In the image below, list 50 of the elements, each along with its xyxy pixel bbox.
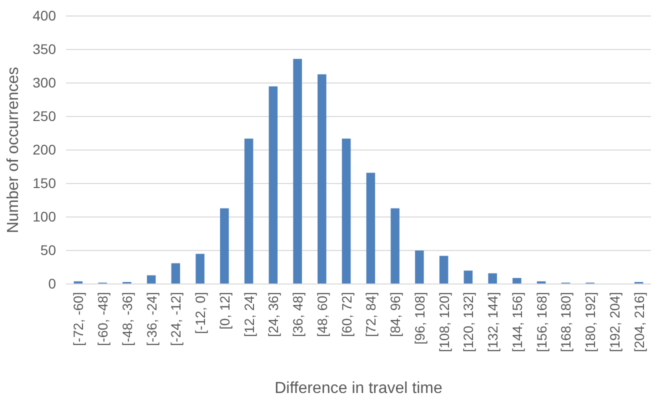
x-tick-label: [204, 216] (632, 292, 647, 352)
bar (196, 254, 204, 284)
bar (342, 138, 351, 284)
x-tick-label: [72, 84] (364, 292, 379, 338)
y-tick-label: 150 (32, 174, 56, 191)
bar (390, 208, 400, 284)
bar (464, 270, 473, 284)
x-tick-label: [156, 168] (534, 292, 550, 352)
y-tick-label: 200 (32, 141, 56, 158)
x-tick-label: [108, 120] (436, 292, 452, 352)
y-tick-label: 50 (40, 242, 56, 258)
y-tick-label: 100 (32, 208, 56, 224)
x-tick-label: [96, 108] (412, 292, 428, 345)
x-tick-label: [0, 12] (217, 292, 232, 330)
y-tick-label: 300 (32, 74, 56, 90)
bar (244, 138, 254, 284)
x-tick-label: [60, 72] (339, 292, 354, 338)
x-tick-label: [168, 180] (558, 292, 574, 352)
x-tick-label: [48, 60] (314, 292, 330, 338)
x-tick-label: [12, 24] (242, 292, 257, 338)
y-tick-label: 250 (32, 108, 56, 124)
x-tick-label: [-48, -36] (120, 292, 135, 346)
x-tick-label: [-60, -48] (96, 292, 111, 346)
bar (171, 263, 180, 284)
x-tick-label: [180, 192] (583, 292, 598, 352)
bar (220, 208, 229, 284)
bar (415, 250, 424, 284)
x-tick-label: [-24, -12] (168, 292, 184, 346)
bar (488, 273, 497, 284)
y-tick-label: 400 (32, 7, 56, 24)
x-tick-label: [192, 204] (607, 292, 622, 352)
x-tick-label: [24, 36] (266, 292, 282, 338)
bar (512, 278, 522, 284)
x-tick-label: [84, 96] (388, 292, 404, 338)
x-tick-label: [-72, -60] (71, 292, 86, 346)
x-tick-label: [132, 144] (486, 292, 501, 352)
bar (366, 172, 376, 284)
x-tick-label: [36, 48] (290, 292, 306, 338)
bar (293, 58, 302, 284)
x-tick-label: [-12, 0] (193, 292, 208, 334)
x-tick-label: [120, 132] (461, 292, 476, 352)
bar (439, 256, 448, 284)
x-tick-label: [-36, -24] (144, 292, 160, 346)
bar (318, 74, 326, 284)
y-tick-label: 0 (48, 275, 56, 292)
bar (268, 86, 278, 284)
y-axis-title: Number of occurrences (5, 66, 22, 234)
x-axis-title: Difference in travel time (274, 380, 442, 397)
y-tick-label: 350 (32, 40, 56, 57)
x-tick-label: [144, 156] (510, 292, 525, 352)
